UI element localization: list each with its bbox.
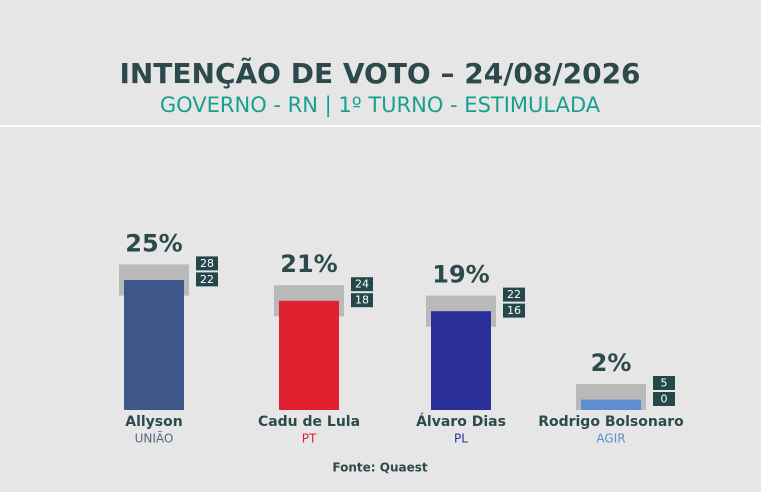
margin-box [196,256,218,271]
margin-low: 22 [200,273,214,286]
bar [431,311,491,410]
candidate-name: Rodrigo Bolsonaro [538,414,684,430]
party-name: UNIÃO [135,431,174,446]
margin-high: 28 [200,257,214,270]
margin-box [351,293,373,308]
value-label: 2% [591,349,632,377]
margin-low: 18 [355,294,369,307]
candidate-name: Allyson [125,414,182,430]
margin-high: 5 [661,377,668,390]
margin-high: 24 [355,278,369,291]
party-name: PT [302,432,317,446]
margin-box [503,303,525,318]
margin-box [503,287,525,302]
margin-box [653,376,675,390]
margin-low: 0 [661,393,668,406]
bar [581,399,641,410]
candidate-name: Álvaro Dias [416,413,506,430]
value-label: 21% [280,250,337,278]
bar [279,300,339,410]
party-name: AGIR [596,432,625,446]
margin-high: 22 [507,288,521,301]
value-label: 25% [125,229,182,257]
margin-low: 16 [507,304,521,317]
chart-subtitle: GOVERNO - RN | 1º TURNO - ESTIMULADA [160,93,601,118]
party-name: PL [454,432,468,446]
value-label: 19% [432,261,489,289]
margin-box [351,277,373,292]
chart-title: INTENÇÃO DE VOTO – 24/08/2026 [119,56,640,90]
source: Fonte: Quaest [332,461,427,475]
margin-box [653,392,675,406]
margin-box [196,272,218,287]
candidate-name: Cadu de Lula [258,414,360,430]
bar [124,280,184,410]
